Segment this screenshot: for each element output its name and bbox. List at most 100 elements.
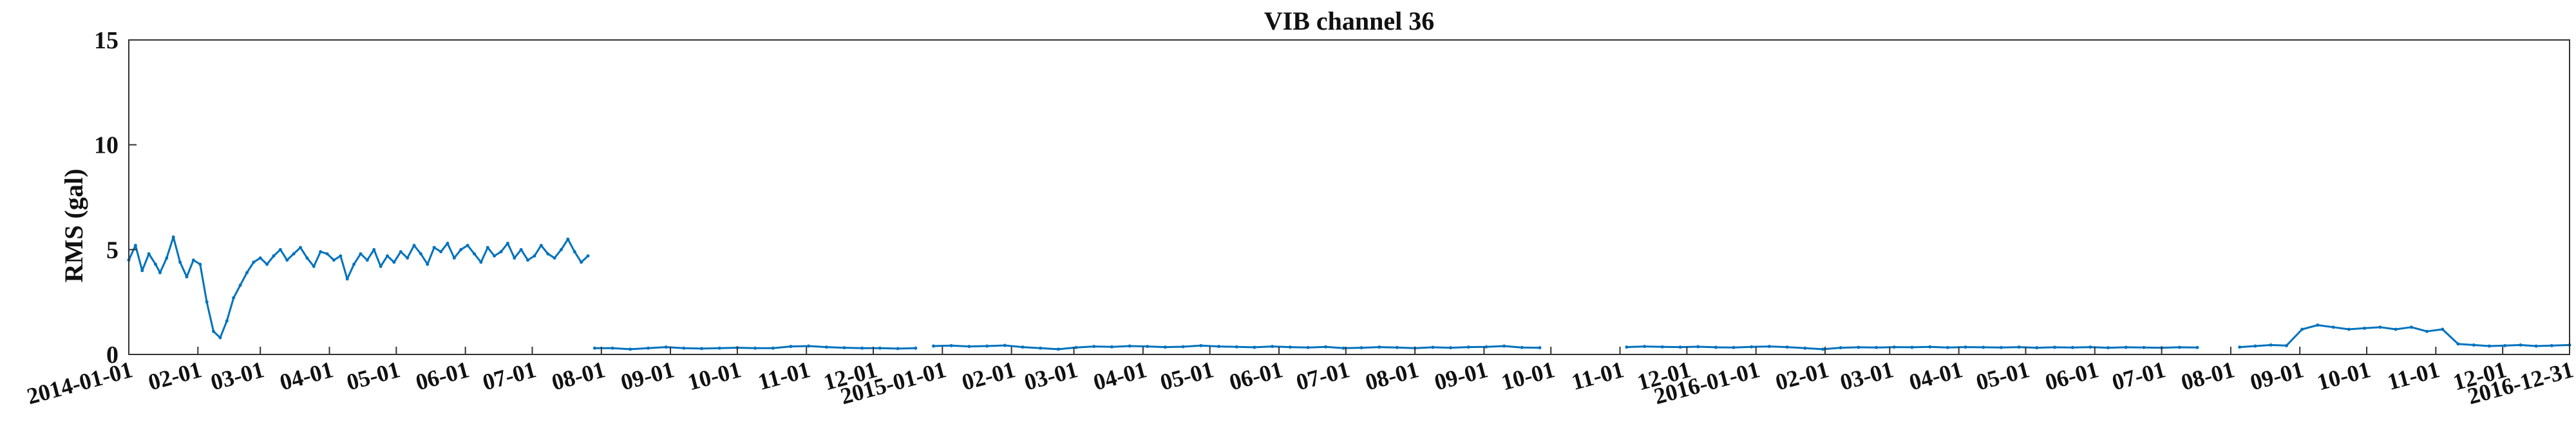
data-point xyxy=(1253,345,1256,349)
x-tick-label: 05-01 xyxy=(1973,356,2032,395)
data-point xyxy=(493,254,497,258)
data-point xyxy=(2534,344,2538,348)
data-point xyxy=(2363,326,2367,330)
x-tick-label: 05-01 xyxy=(1157,356,1216,395)
data-point xyxy=(165,256,169,260)
axes-frame xyxy=(128,39,2570,355)
data-point xyxy=(546,252,550,256)
data-point xyxy=(2177,345,2181,349)
x-tick-label: 04-01 xyxy=(277,356,336,395)
data-point xyxy=(1217,345,1221,349)
y-tick-label: 0 xyxy=(106,342,118,369)
data-point xyxy=(896,347,900,351)
data-point xyxy=(1146,345,1150,349)
data-point xyxy=(419,252,422,256)
data-point xyxy=(1643,345,1647,349)
data-point xyxy=(700,347,704,351)
data-point xyxy=(580,260,583,264)
x-tick-label: 06-01 xyxy=(413,356,471,395)
x-tick-label: 11-01 xyxy=(755,356,813,395)
data-point xyxy=(446,242,450,246)
data-point xyxy=(1288,345,1292,349)
data-point xyxy=(147,252,151,256)
data-point xyxy=(2195,345,2199,349)
data-point xyxy=(860,346,864,350)
x-tick-label: 03-01 xyxy=(1021,356,1080,395)
data-point xyxy=(2331,325,2335,329)
x-tick-label: 07-01 xyxy=(1293,356,1352,395)
data-point xyxy=(385,254,389,258)
data-point xyxy=(682,346,686,350)
data-point xyxy=(2441,327,2445,331)
data-point xyxy=(265,262,269,266)
data-point xyxy=(1431,345,1435,349)
data-point xyxy=(1520,345,1524,349)
data-point xyxy=(985,344,989,348)
data-point xyxy=(1181,345,1185,349)
data-point xyxy=(1910,345,1914,349)
data-point xyxy=(2503,343,2507,347)
data-point xyxy=(1839,346,1842,350)
y-tick-label: 5 xyxy=(106,237,118,264)
data-point xyxy=(1466,345,1470,349)
data-point xyxy=(1056,347,1060,351)
data-point xyxy=(278,247,282,251)
data-point xyxy=(533,254,536,258)
data-point xyxy=(2052,345,2056,349)
data-point xyxy=(1821,347,1825,351)
data-point xyxy=(789,345,793,349)
data-point xyxy=(479,260,483,264)
data-point xyxy=(1092,345,1096,349)
data-point xyxy=(2487,344,2491,348)
x-tick-label: 09-01 xyxy=(2248,356,2306,395)
data-point xyxy=(949,343,953,347)
data-point xyxy=(1039,346,1043,350)
series-line-segment xyxy=(128,236,589,339)
x-tick-label: 02-01 xyxy=(146,356,204,395)
data-point xyxy=(1857,345,1861,349)
x-tick-label: 04-01 xyxy=(1090,356,1149,395)
data-point xyxy=(2409,325,2413,329)
data-point xyxy=(646,346,650,350)
data-point xyxy=(345,277,349,281)
data-point xyxy=(2519,343,2523,347)
data-point xyxy=(1359,346,1363,350)
x-tick-label: 03-01 xyxy=(208,356,267,395)
x-tick-label: 07-01 xyxy=(2109,356,2168,395)
data-point xyxy=(339,254,343,258)
data-point xyxy=(807,344,811,348)
data-point xyxy=(399,250,402,254)
data-point xyxy=(459,247,463,251)
data-point xyxy=(1892,345,1896,349)
data-point xyxy=(573,250,576,254)
data-point xyxy=(1750,345,1754,349)
data-point xyxy=(1875,345,1879,349)
data-point xyxy=(539,244,543,247)
data-point xyxy=(526,258,530,262)
data-point xyxy=(178,260,182,264)
data-point xyxy=(2394,327,2398,331)
data-point xyxy=(753,346,757,350)
y-axis: 0 5 10 15 xyxy=(94,27,137,369)
data-point xyxy=(1324,345,1328,349)
x-tick-label: 08-01 xyxy=(2178,356,2237,395)
data-point xyxy=(2035,346,2039,350)
x-tick-label: 06-01 xyxy=(2042,356,2101,395)
data-point xyxy=(472,252,476,256)
data-point xyxy=(592,346,596,350)
data-point xyxy=(1502,344,1506,348)
data-point xyxy=(272,254,276,258)
data-point xyxy=(1484,345,1488,349)
data-point xyxy=(1448,346,1452,350)
data-point xyxy=(771,346,775,350)
data-point xyxy=(664,345,668,349)
data-point xyxy=(452,256,456,260)
data-point xyxy=(1928,345,1932,349)
data-point xyxy=(559,247,563,251)
x-axis: 2014-01-01 02-01 03-01 04-01 05-01 06-01 07-01… xyxy=(24,347,2576,409)
data-point xyxy=(1378,345,1381,349)
data-point xyxy=(1625,345,1629,349)
data-point xyxy=(225,319,229,323)
data-point xyxy=(392,260,396,264)
